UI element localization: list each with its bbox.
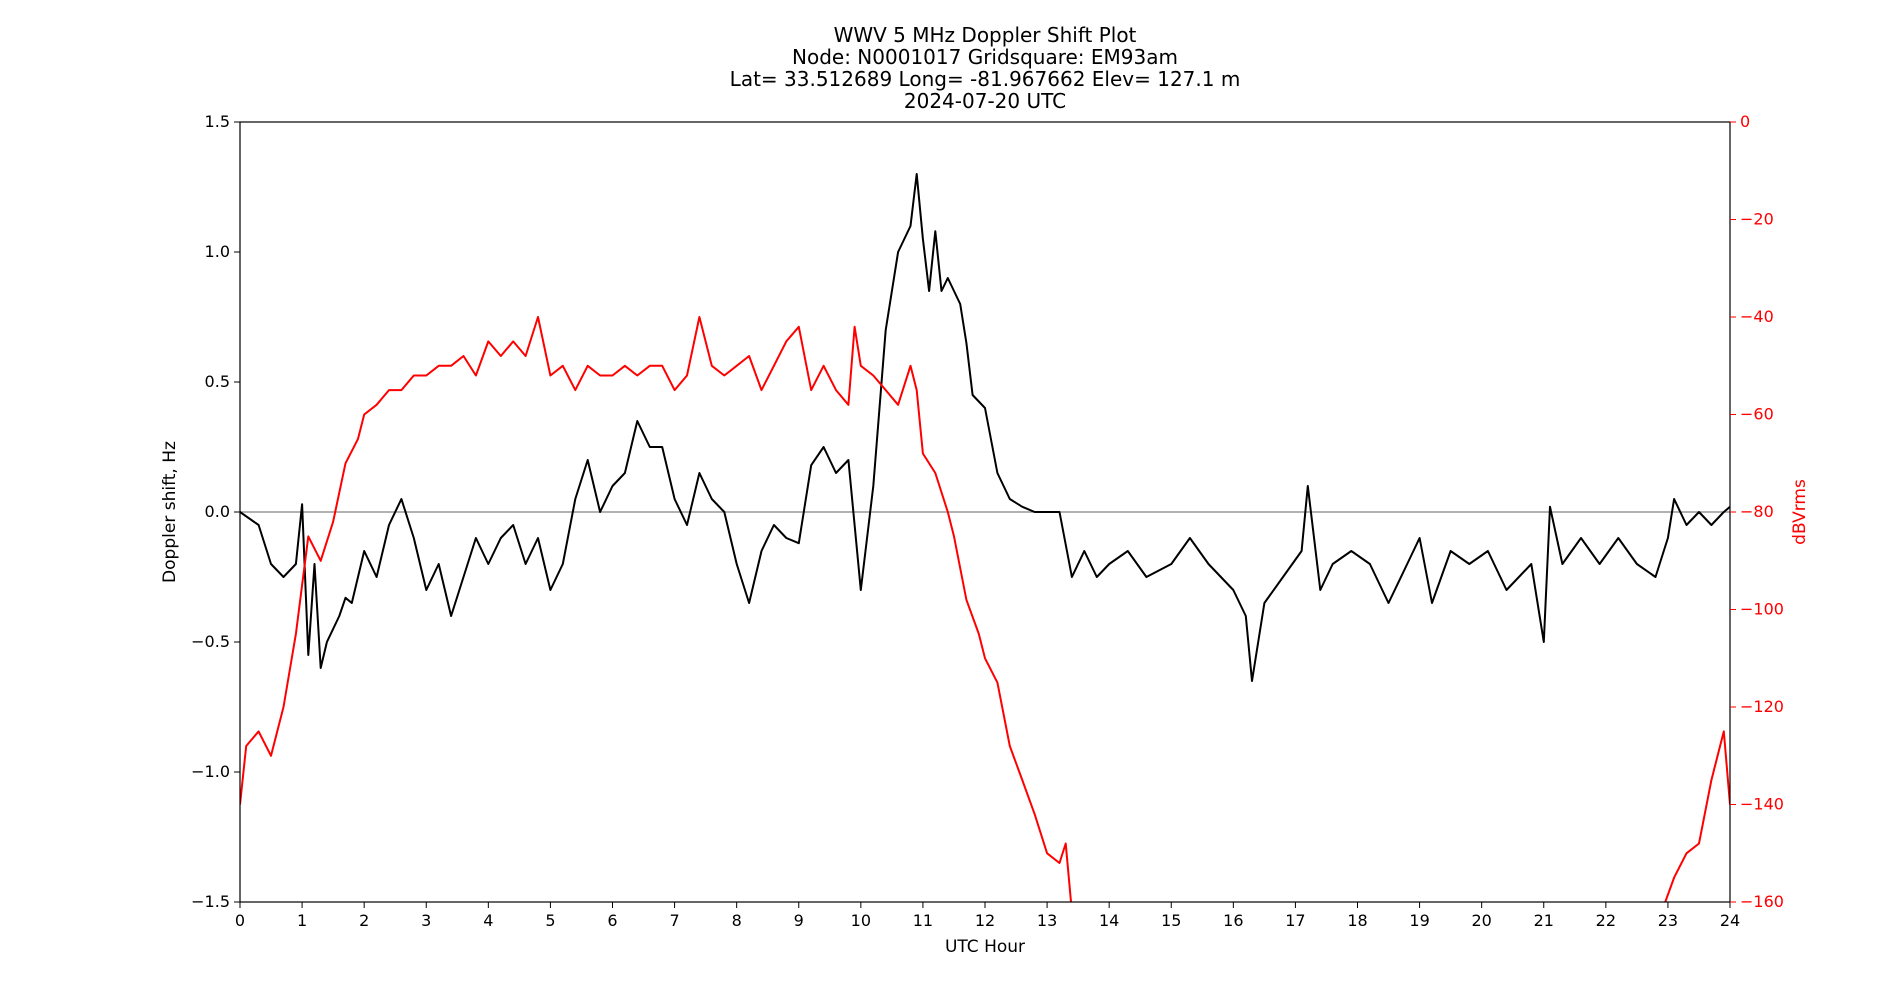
plot-area xyxy=(240,173,1730,902)
y-left-tick-label: 1.0 xyxy=(205,242,230,261)
x-tick-label: 12 xyxy=(975,911,995,930)
y-right-tick-label: −80 xyxy=(1740,502,1774,521)
y-right-tick-label: 0 xyxy=(1740,112,1750,131)
x-tick-label: 4 xyxy=(483,911,493,930)
y-right-tick-label: −20 xyxy=(1740,210,1774,229)
y-axis-right-label: dBVrms xyxy=(1790,479,1810,545)
y-right-tick-label: −140 xyxy=(1740,795,1784,814)
y-left-tick-label: 0.5 xyxy=(205,372,230,391)
y-right-tick-label: −40 xyxy=(1740,307,1774,326)
x-tick-label: 19 xyxy=(1409,911,1429,930)
x-tick-label: 3 xyxy=(421,911,431,930)
y-left-tick-label: 0.0 xyxy=(205,502,230,521)
x-tick-label: 0 xyxy=(235,911,245,930)
x-tick-label: 11 xyxy=(913,911,933,930)
title-line: 2024-07-20 UTC xyxy=(904,89,1066,113)
y-right-tick-label: −60 xyxy=(1740,405,1774,424)
x-tick-label: 15 xyxy=(1161,911,1181,930)
title-line: Node: N0001017 Gridsquare: EM93am xyxy=(792,45,1178,69)
x-tick-label: 22 xyxy=(1596,911,1616,930)
x-tick-label: 24 xyxy=(1720,911,1740,930)
y-right-tick-label: −160 xyxy=(1740,892,1784,911)
title-line: Lat= 33.512689 Long= -81.967662 Elev= 12… xyxy=(730,67,1241,91)
y-left-tick-label: 1.5 xyxy=(205,112,230,131)
y-left-tick-label: −1.5 xyxy=(191,892,230,911)
doppler-series-line xyxy=(240,173,1730,682)
y-right-tick-label: −100 xyxy=(1740,600,1784,619)
x-tick-label: 23 xyxy=(1658,911,1678,930)
x-tick-label: 21 xyxy=(1534,911,1554,930)
x-tick-label: 16 xyxy=(1223,911,1243,930)
x-tick-label: 18 xyxy=(1347,911,1367,930)
x-tick-label: 17 xyxy=(1285,911,1305,930)
x-tick-label: 20 xyxy=(1471,911,1491,930)
x-tick-label: 5 xyxy=(545,911,555,930)
x-axis: 0 1 2 3 4 5 6 7 8 9 10 11 12 13 14 15 16 17 18 19 20 21 22 23 24 xyxy=(235,902,1740,930)
x-tick-label: 1 xyxy=(297,911,307,930)
x-tick-label: 2 xyxy=(359,911,369,930)
y-left-tick-label: −1.0 xyxy=(191,762,230,781)
power-series-line xyxy=(240,316,1730,902)
x-tick-label: 14 xyxy=(1099,911,1119,930)
title-line: WWV 5 MHz Doppler Shift Plot xyxy=(834,23,1137,47)
x-tick-label: 7 xyxy=(669,911,679,930)
x-tick-label: 10 xyxy=(851,911,871,930)
x-tick-label: 9 xyxy=(794,911,804,930)
y-axis-right: 0 −20 −40 −60 −80 −100 −120 −140 −160 xyxy=(1730,112,1784,911)
x-tick-label: 13 xyxy=(1037,911,1057,930)
y-axis-left: 1.5 1.0 0.5 0.0 −0.5 −1.0 −1.5 xyxy=(191,112,240,911)
y-right-tick-label: −120 xyxy=(1740,697,1784,716)
y-left-tick-label: −0.5 xyxy=(191,632,230,651)
x-tick-label: 6 xyxy=(607,911,617,930)
y-axis-left-label: Doppler shift, Hz xyxy=(160,441,180,583)
x-tick-label: 8 xyxy=(732,911,742,930)
x-axis-label: UTC Hour xyxy=(945,937,1025,957)
